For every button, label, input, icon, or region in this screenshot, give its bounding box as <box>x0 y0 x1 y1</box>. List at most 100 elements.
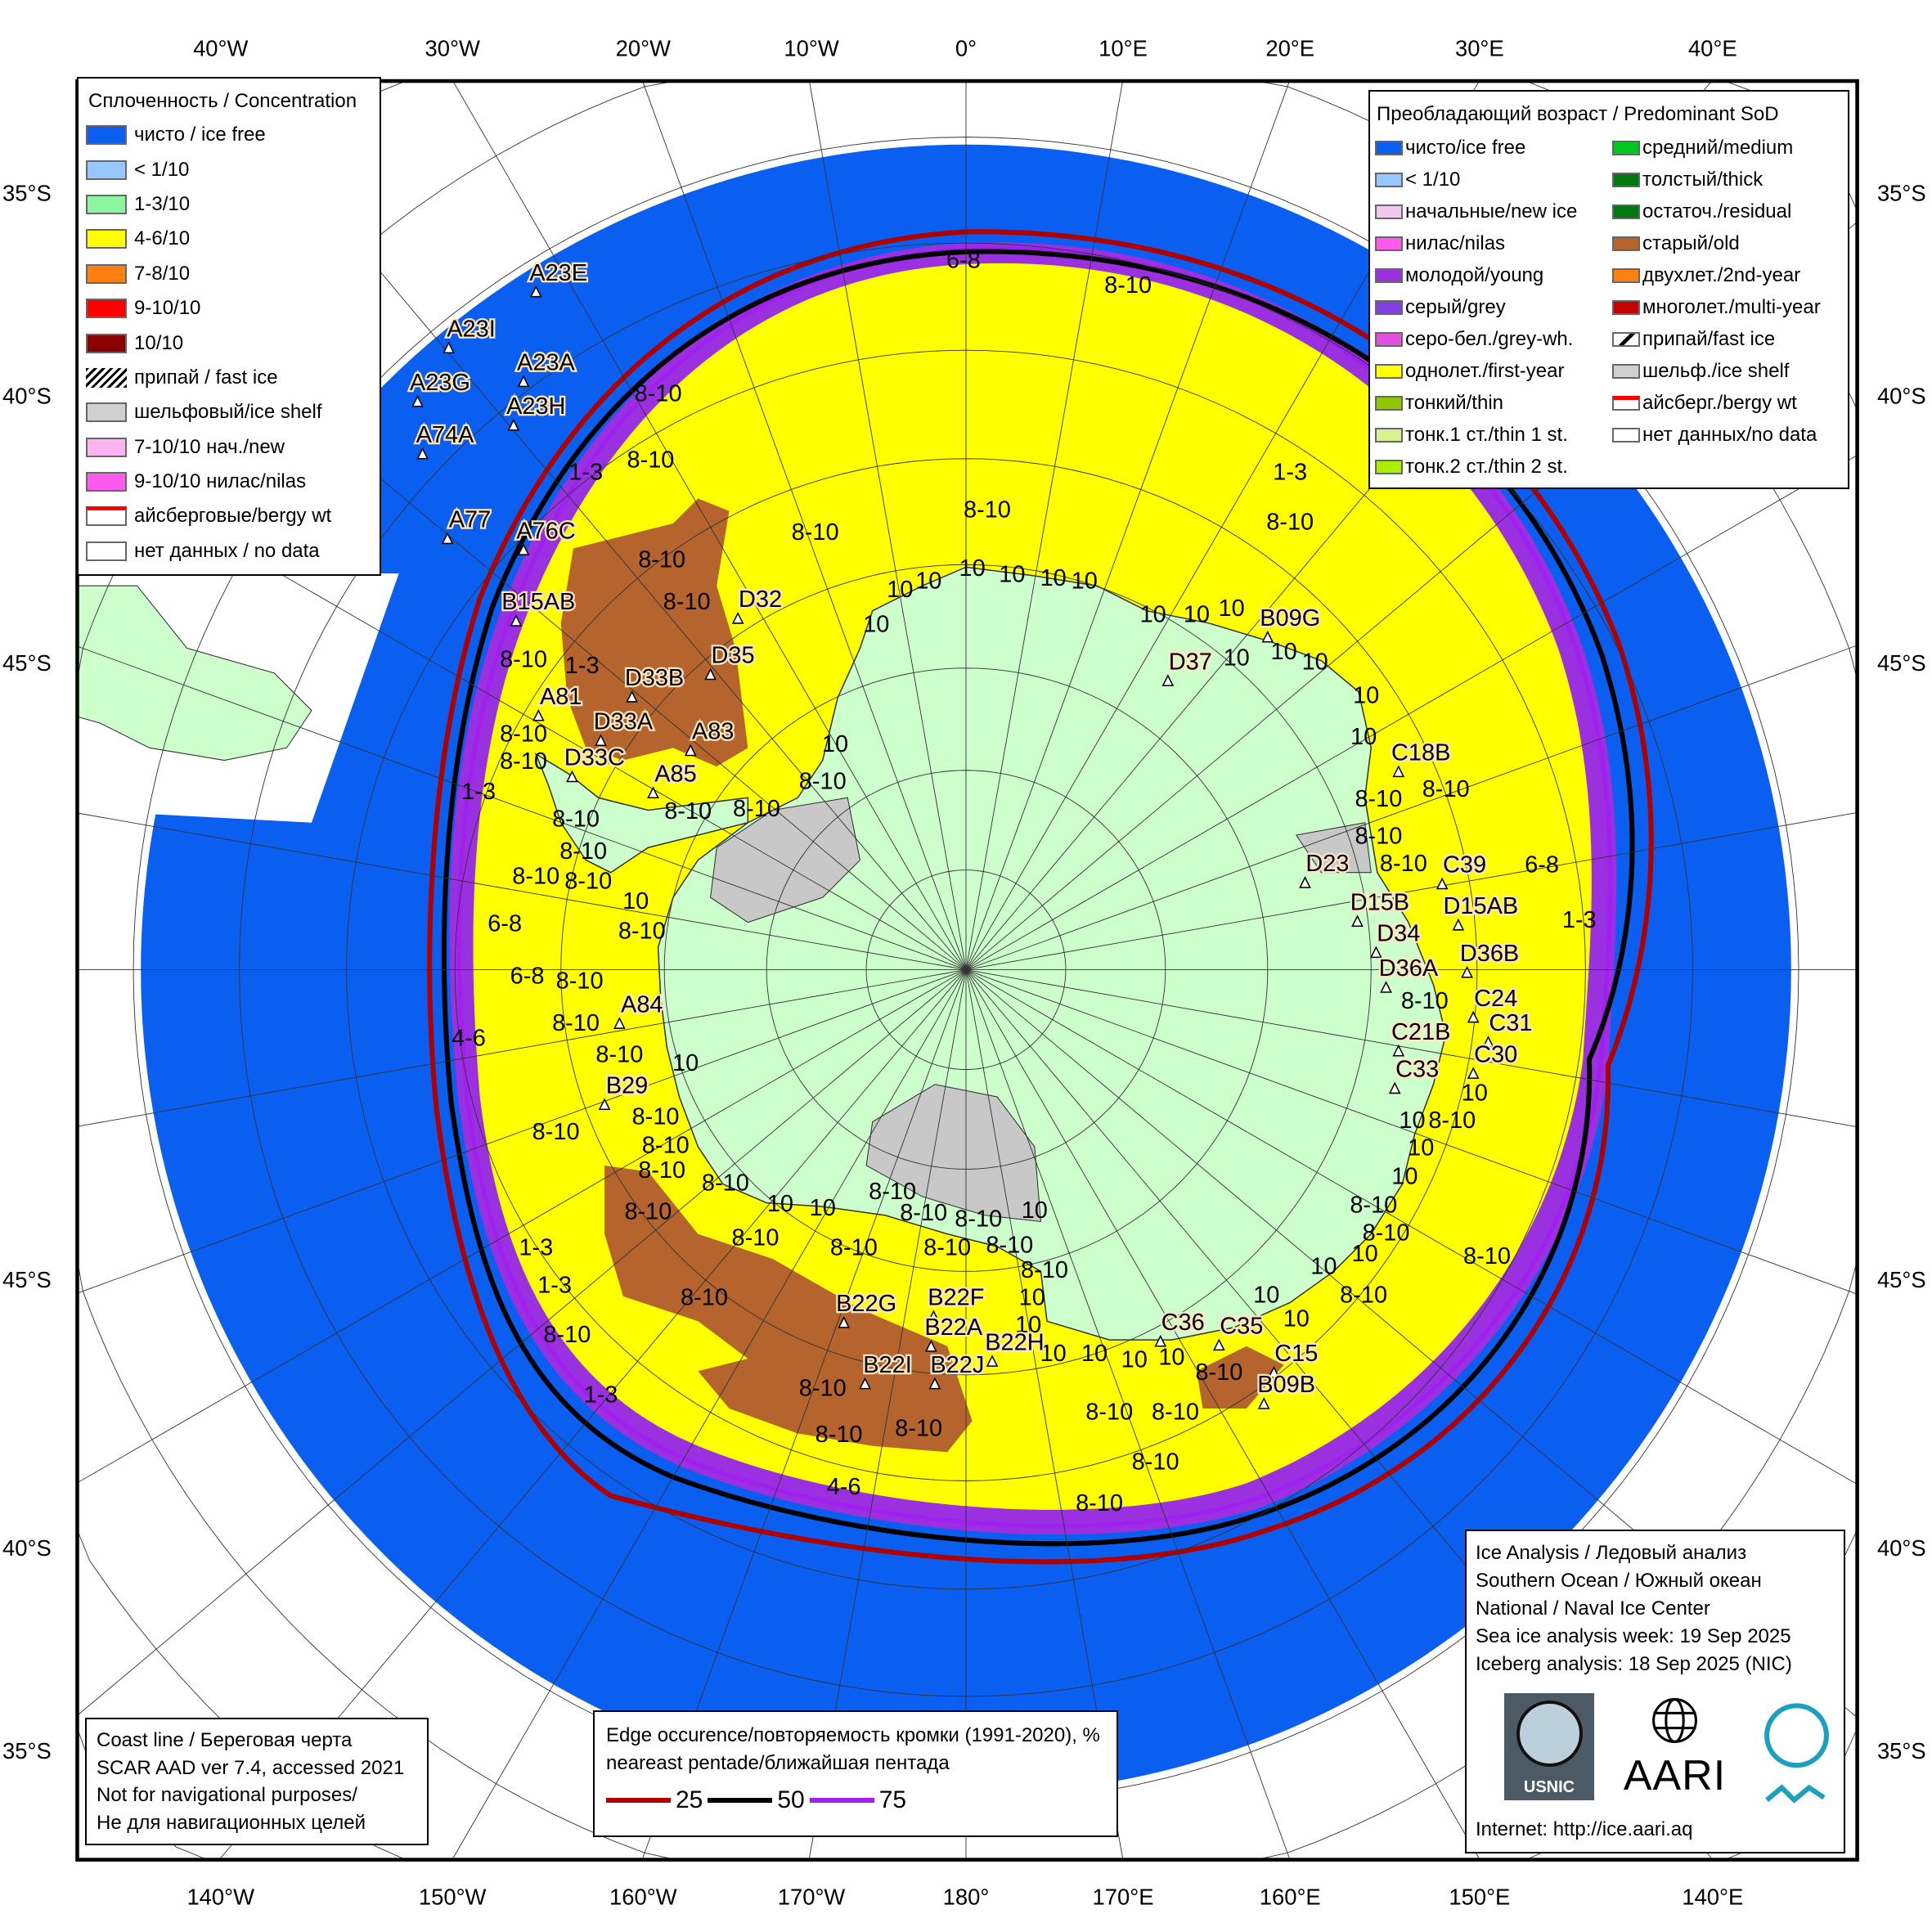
iceberg-marker[interactable]: A23G <box>408 368 472 407</box>
color-swatch <box>1612 236 1640 251</box>
iceberg-label: D23 <box>1305 851 1349 877</box>
concentration-label: 8-10 <box>792 519 839 546</box>
iceberg-triangle-icon <box>1154 1334 1167 1347</box>
iceberg-marker[interactable]: D36B <box>1458 939 1521 978</box>
iceberg-label: C31 <box>1489 1010 1532 1036</box>
concentration-label: 6-8 <box>946 248 981 274</box>
legend-label: тонкий/thin <box>1405 391 1503 414</box>
iceberg-marker[interactable]: A23E <box>528 258 589 298</box>
iceberg-label: C15 <box>1274 1341 1318 1367</box>
legend-label: молодой/young <box>1405 263 1544 286</box>
iceberg-marker[interactable]: B22A <box>923 1313 985 1352</box>
iceberg-triangle-icon <box>626 690 638 703</box>
legend-item: шельф./ice shelf <box>1607 355 1821 387</box>
iceberg-marker[interactable]: D35 <box>704 640 757 681</box>
latitude-label: 45°S <box>1877 650 1926 676</box>
iceberg-marker[interactable]: A84 <box>613 990 665 1029</box>
iceberg-marker[interactable]: B09B <box>1256 1370 1317 1409</box>
iceberg-label: A77 <box>449 507 492 533</box>
iceberg-marker[interactable]: A81 <box>532 682 584 721</box>
concentration-label: 6-8 <box>487 910 522 937</box>
concentration-label: 1-3 <box>461 779 496 805</box>
iceberg-marker[interactable]: A23H <box>505 392 568 431</box>
concentration-label: 10 <box>1253 1282 1279 1308</box>
longitude-label: 10°E <box>1099 36 1148 61</box>
concentration-label: 1-3 <box>519 1235 553 1261</box>
concentration-label: 8-10 <box>1422 776 1470 802</box>
concentration-label: 1-3 <box>537 1272 572 1298</box>
iceberg-triangle-icon <box>595 734 607 747</box>
iceberg-marker[interactable]: D32 <box>731 585 784 624</box>
iceberg-label: A81 <box>540 684 582 710</box>
legend-label: 10/10 <box>134 331 184 354</box>
legend-item: припай/fast ice <box>1607 323 1821 355</box>
concentration-label: 8-10 <box>1021 1257 1068 1283</box>
color-swatch <box>1375 331 1403 347</box>
iceberg-marker[interactable]: C24 <box>1467 983 1519 1023</box>
concentration-label: 10 <box>959 555 986 582</box>
edge-line-label: 50 <box>777 1786 805 1813</box>
iceberg-marker[interactable]: C39 <box>1436 850 1488 890</box>
iceberg-marker[interactable]: C15 <box>1268 1339 1320 1378</box>
iceberg-marker[interactable]: C33 <box>1388 1054 1440 1094</box>
iceberg-marker[interactable]: D15B <box>1348 887 1411 927</box>
concentration-label: 8-10 <box>642 1133 690 1159</box>
concentration-label: 10 <box>1139 601 1166 627</box>
legend-label: айсберг./bergy wt <box>1642 391 1797 414</box>
iceberg-marker[interactable]: D37 <box>1161 647 1214 686</box>
iceberg-label: C24 <box>1474 986 1517 1012</box>
color-swatch <box>1375 459 1403 474</box>
iceberg-marker[interactable]: C36 <box>1154 1308 1206 1347</box>
concentration-label: 10 <box>1218 595 1244 622</box>
iceberg-marker[interactable]: A76C <box>514 516 577 555</box>
color-swatch <box>1375 395 1403 411</box>
concentration-label: 8-10 <box>512 863 559 889</box>
iceberg-marker[interactable]: A23I <box>443 314 497 354</box>
iceberg-marker[interactable]: C18B <box>1390 738 1453 778</box>
iceberg-marker[interactable]: C35 <box>1213 1311 1265 1351</box>
iceberg-marker[interactable]: D33B <box>623 663 686 703</box>
color-swatch <box>86 160 127 180</box>
iceberg-marker[interactable]: B22J <box>928 1350 986 1390</box>
iceberg-triangle-icon <box>532 708 545 721</box>
edge-line-75 <box>456 246 1613 1529</box>
iceberg-marker[interactable]: A83 <box>684 717 736 757</box>
iceberg-marker[interactable]: D23 <box>1299 849 1351 888</box>
internet-link[interactable]: Internet: http://ice.aari.aq <box>1476 1818 1693 1840</box>
iceberg-marker[interactable]: D34 <box>1370 919 1422 959</box>
iceberg-label: B22H <box>985 1329 1044 1355</box>
iceberg-marker[interactable]: B09G <box>1258 604 1322 643</box>
iceberg-marker[interactable]: B22F <box>926 1283 986 1323</box>
concentration-label: 8-10 <box>955 1206 1002 1232</box>
iceberg-label: A74A <box>416 422 474 448</box>
iceberg-marker[interactable]: D33C <box>563 743 627 783</box>
concentration-label: 10 <box>915 568 941 594</box>
legend-label: шельфовый/ice shelf <box>134 401 322 424</box>
iceberg-marker[interactable]: A77 <box>441 505 493 545</box>
legend-item: остаточ./residual <box>1607 195 1821 227</box>
iceberg-marker[interactable]: A85 <box>647 759 699 799</box>
concentration-label: 10 <box>1019 1284 1045 1310</box>
iceberg-marker[interactable]: C30 <box>1467 1040 1519 1079</box>
iceberg-marker[interactable]: C21B <box>1390 1018 1453 1057</box>
iceberg-marker[interactable]: B22G <box>834 1289 898 1328</box>
longitude-label: 20°W <box>616 36 671 61</box>
iceberg-marker[interactable]: D15AB <box>1441 892 1520 931</box>
iceberg-marker[interactable]: A23A <box>515 348 577 388</box>
legend-item: припай / fast ice <box>79 361 380 395</box>
hatch-swatch-icon <box>86 367 127 388</box>
iceberg-label: C21B <box>1391 1019 1450 1045</box>
iceberg-marker[interactable]: B15AB <box>500 587 577 627</box>
concentration-label: 1-3 <box>1562 907 1597 933</box>
iceberg-marker[interactable]: A74A <box>414 420 476 460</box>
iceberg-marker[interactable]: B22I <box>859 1350 914 1390</box>
concentration-label: 6-8 <box>1525 852 1559 878</box>
iceberg-marker[interactable]: B29 <box>598 1071 650 1111</box>
iceberg-marker[interactable]: D33A <box>591 707 655 747</box>
legend-item: молодой/young <box>1370 259 1607 291</box>
legend-label: двухлет./2nd-year <box>1642 263 1801 286</box>
iceberg-marker[interactable]: B22H <box>983 1328 1046 1367</box>
iceberg-marker[interactable]: D36A <box>1377 954 1440 993</box>
iceberg-marker[interactable]: C31 <box>1482 1009 1534 1048</box>
concentration-label: 8-10 <box>986 1232 1033 1258</box>
